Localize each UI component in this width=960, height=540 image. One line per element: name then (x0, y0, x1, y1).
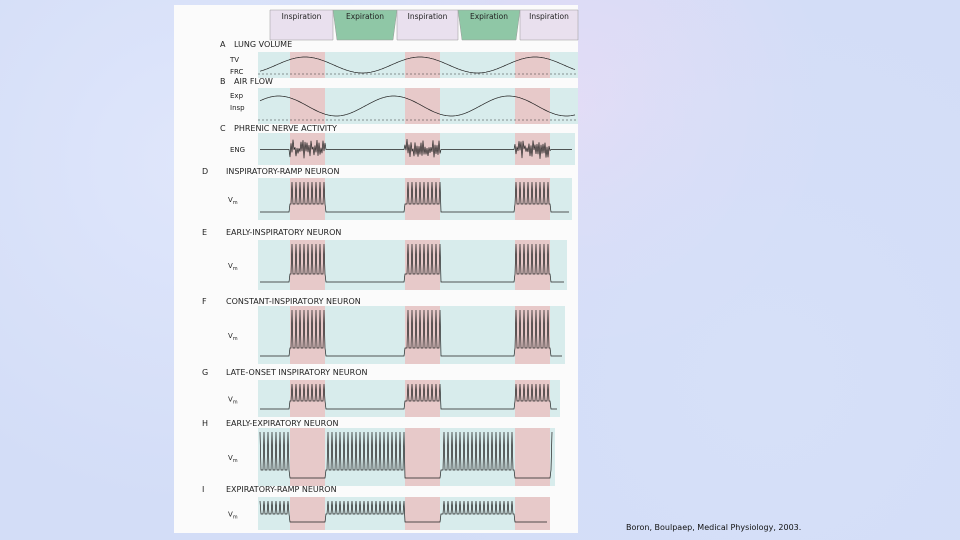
inspiration-band (405, 380, 440, 417)
panel-letter: D (202, 167, 208, 176)
inspiration-band (405, 240, 440, 290)
phase-label: Inspiration (529, 12, 569, 21)
panel-title: PHRENIC NERVE ACTIVITY (234, 124, 337, 133)
axis-label: Insp (230, 104, 245, 112)
panel-letter: A (220, 40, 226, 49)
inspiration-band (405, 178, 440, 220)
phase-label: Inspiration (408, 12, 448, 21)
panel-title: EXPIRATORY-RAMP NEURON (226, 485, 337, 494)
panel-letter: E (202, 228, 207, 237)
panel-title: INSPIRATORY-RAMP NEURON (226, 167, 339, 176)
axis-label: TV (229, 56, 239, 64)
axis-label: Exp (230, 92, 244, 100)
phase-label: Expiration (470, 12, 508, 21)
inspiration-band (515, 428, 550, 486)
vm-sub: m (233, 266, 238, 272)
panel-title: EARLY-EXPIRATORY NEURON (226, 419, 339, 428)
phase-label: Expiration (346, 12, 384, 21)
vm-sub: m (233, 200, 238, 206)
inspiration-band (405, 306, 440, 364)
panel-title: AIR FLOW (234, 77, 273, 86)
inspiration-band (515, 88, 550, 124)
inspiration-band (405, 497, 440, 530)
panel-title: LUNG VOLUME (234, 40, 292, 49)
citation: Boron, Boulpaep, Medical Physiology, 200… (626, 523, 801, 532)
panel-letter: B (220, 77, 226, 86)
inspiration-band (405, 428, 440, 486)
panel-letter: C (220, 124, 226, 133)
inspiration-band (515, 497, 550, 530)
panel-title: CONSTANT-INSPIRATORY NEURON (226, 297, 361, 306)
inspiration-band (290, 428, 325, 486)
panel-letter: I (202, 485, 204, 494)
panel-title: EARLY-INSPIRATORY NEURON (226, 228, 341, 237)
vm-sub: m (233, 336, 238, 342)
axis-label: FRC (230, 68, 244, 76)
panel-letter: H (202, 419, 208, 428)
panel-letter: F (202, 297, 207, 306)
phase-label: Inspiration (282, 12, 322, 21)
inspiration-band (515, 52, 550, 78)
vm-sub: m (233, 400, 238, 406)
panel-title: LATE-ONSET INSPIRATORY NEURON (226, 368, 367, 377)
axis-label: ENG (230, 146, 245, 154)
vm-sub: m (233, 458, 238, 464)
inspiration-band (290, 497, 325, 530)
vm-sub: m (233, 515, 238, 521)
panel-letter: G (202, 368, 208, 377)
